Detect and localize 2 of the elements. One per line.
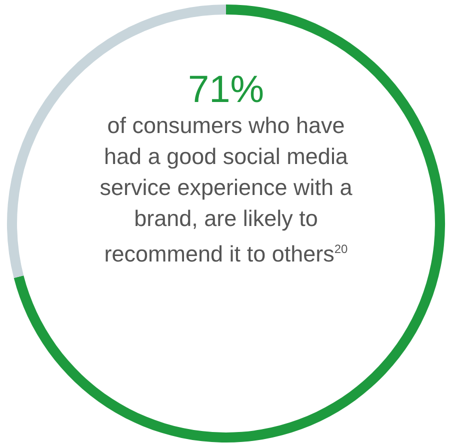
data-label: 71%: [188, 69, 264, 111]
text: of consumers who have had a good social media service experience with a brand, are likely to recommend it to others$^{20}$: [98, 112, 354, 268]
